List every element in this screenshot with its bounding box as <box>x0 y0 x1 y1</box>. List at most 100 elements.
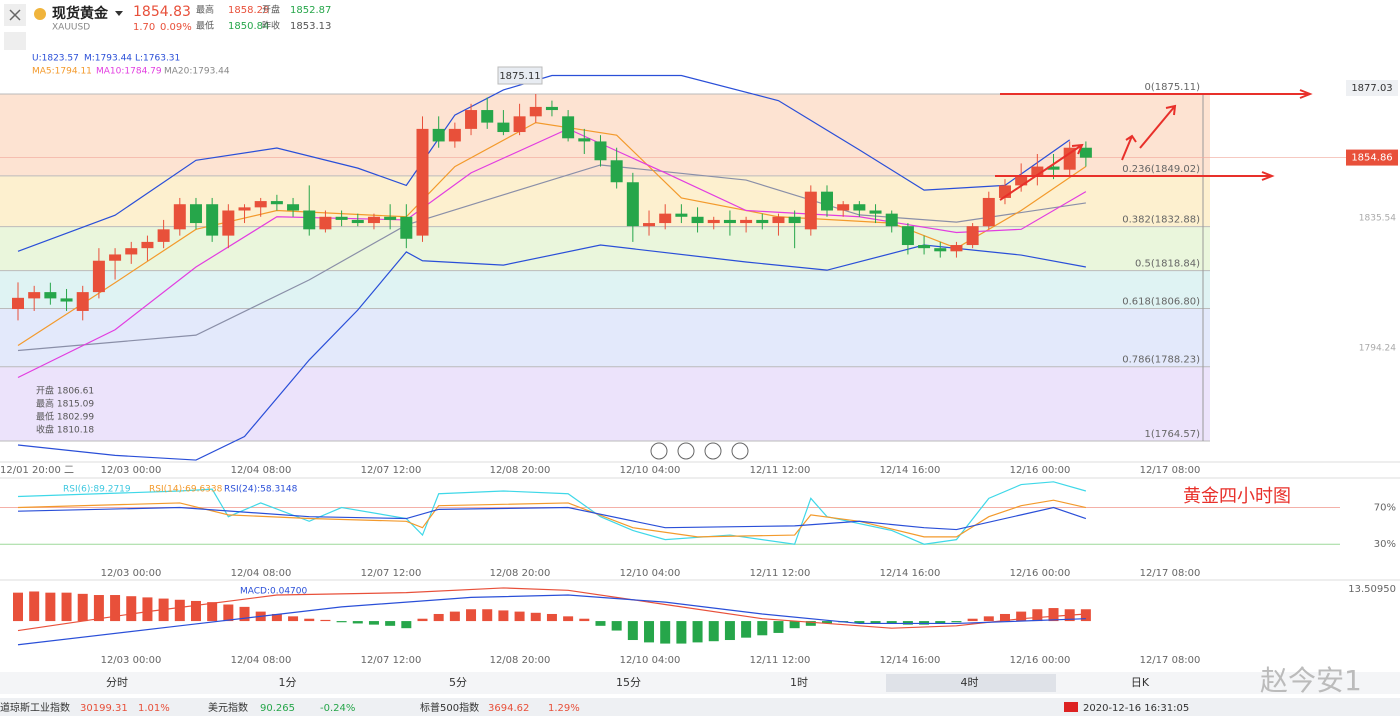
candle-body <box>853 204 866 211</box>
ohlc-open: 开盘 1806.61 <box>36 385 94 397</box>
candle-body <box>206 204 219 236</box>
timeframe-tab[interactable]: 4时 <box>961 676 979 689</box>
candle-body <box>335 216 348 220</box>
candle-body <box>367 216 380 224</box>
tool-btn[interactable] <box>4 32 26 50</box>
ticker-value: 3694.62 <box>488 703 529 714</box>
plot: 0(1875.11) 0.236(1849.02) 0.382(1832.88) 0.… <box>0 74 1400 666</box>
macd-bar <box>223 604 234 622</box>
timeframe-tab[interactable]: 分时 <box>106 676 128 689</box>
x-tick-label: 12/16 00:00 <box>1010 568 1071 579</box>
candle-body <box>432 128 445 142</box>
macd-bar <box>854 621 865 624</box>
candle-body <box>837 204 850 211</box>
open: 1852.87 <box>290 5 331 16</box>
candle-body <box>157 229 170 242</box>
x-tick-label: 12/17 08:00 <box>1140 655 1201 666</box>
candle-body <box>1015 175 1028 186</box>
indicator-line <box>17 164 1086 352</box>
rsi6: RSI(6):89.2719 <box>63 485 131 495</box>
macd-bar <box>304 618 315 622</box>
macd-bar <box>789 621 800 629</box>
candle-body <box>173 204 186 230</box>
low-label: 最低 <box>196 20 214 32</box>
candle-body <box>28 292 41 299</box>
x-tick-label: 12/14 16:00 <box>880 465 941 476</box>
prev-label: 昨收 <box>262 20 280 32</box>
timeframe-tab[interactable]: 15分 <box>616 676 641 689</box>
candle-body <box>691 216 704 224</box>
macd-bar <box>77 593 88 622</box>
candle-body <box>918 245 931 249</box>
fib-label: 0.618(1806.80) <box>1122 296 1200 307</box>
macd-bar <box>417 618 428 622</box>
x-tick-label: 12/11 12:00 <box>750 568 811 579</box>
candle-body <box>1047 166 1060 170</box>
zoom-in[interactable] <box>731 442 749 460</box>
candle-body <box>659 213 672 224</box>
rsi-line <box>17 499 1087 538</box>
candle-body <box>238 207 251 211</box>
ticker-name: 道琼斯工业指数 <box>0 701 70 714</box>
candle-body <box>707 219 720 224</box>
macd-bar <box>401 621 412 629</box>
candle-body <box>966 226 979 246</box>
x-tick-label: 12/10 04:00 <box>620 465 681 476</box>
candle-body <box>675 213 688 217</box>
timeframe-tab[interactable]: 日K <box>1131 676 1150 689</box>
macd-bar <box>352 621 363 624</box>
macd-bar <box>692 621 703 643</box>
dropdown[interactable] <box>115 11 123 16</box>
candle-body <box>125 248 138 255</box>
timeframe-tab[interactable]: 1时 <box>790 676 808 689</box>
macd-bar <box>967 618 978 622</box>
arrows <box>995 89 1313 201</box>
fib-label: 1(1764.57) <box>1144 429 1200 440</box>
candle-body <box>465 110 478 129</box>
high: 1858.29 <box>228 5 269 16</box>
macd-bar <box>207 602 218 622</box>
timeframe-tab[interactable]: 5分 <box>449 676 467 689</box>
candle-body <box>1063 147 1076 170</box>
candle-body <box>254 201 267 208</box>
macd-bar <box>320 619 331 622</box>
macd-bar <box>190 600 201 622</box>
ohlc-low: 最低 1802.99 <box>36 411 94 423</box>
macd-bar <box>611 621 622 631</box>
candle-body <box>270 201 283 205</box>
macd-bar <box>935 621 946 624</box>
candle-body <box>788 216 801 224</box>
candle-body <box>1031 166 1044 176</box>
ticker-change: 1.29% <box>548 703 580 714</box>
price-tag <box>1346 149 1398 166</box>
candle-body <box>497 122 510 133</box>
x-tick-label: 12/08 20:00 <box>490 655 551 666</box>
macd-bar <box>773 621 784 633</box>
step-back[interactable] <box>677 442 695 460</box>
peak-label: 1875.11 <box>499 71 540 82</box>
datetime: 2020-12-16 16:31:05 <box>1083 703 1189 714</box>
zoom-out[interactable] <box>650 442 668 460</box>
macd-bar <box>886 621 897 624</box>
ticker-name: 标普500指数 <box>420 701 479 714</box>
timeframe-tab[interactable]: 1分 <box>279 676 297 689</box>
watermark: 赵今安1 <box>1260 664 1362 697</box>
ticker-value: 90.265 <box>260 703 295 714</box>
candle-body <box>513 116 526 133</box>
symbol-name[interactable]: 现货黄金 <box>52 5 109 22</box>
macd-bar <box>45 592 56 622</box>
candle-body <box>869 210 882 214</box>
macd-bar <box>336 621 347 623</box>
ticker-change: -0.24% <box>320 703 355 714</box>
x-tick-label: 12/17 08:00 <box>1140 465 1201 476</box>
step-forward[interactable] <box>704 442 722 460</box>
boll-m: M:1793.44 <box>84 54 132 64</box>
boll-l: L:1763.31 <box>135 54 180 64</box>
candle-body <box>885 213 898 227</box>
macd-bar <box>239 606 250 622</box>
x-tick-label: 12/07 12:00 <box>361 465 422 476</box>
macd-bar <box>870 621 881 624</box>
candle-body <box>772 216 785 224</box>
open-label: 开盘 <box>262 4 280 16</box>
candle-body <box>222 210 235 236</box>
